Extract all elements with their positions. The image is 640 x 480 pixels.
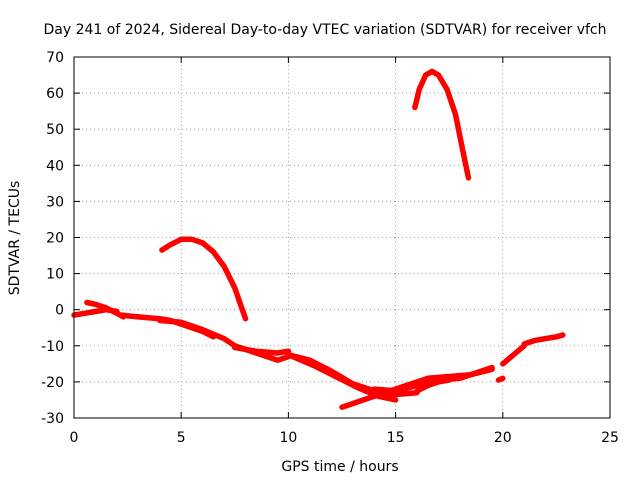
y-tick-label: -30 [41,411,64,427]
x-tick-label: 0 [70,430,79,446]
x-axis-label: GPS time / hours [281,459,398,475]
series-line-satellite-arc-12 [403,366,495,389]
series-line-satellite-arc-5 [232,344,292,356]
y-tick-label: 50 [46,122,64,138]
y-tick-label: 70 [46,50,64,66]
series-line-satellite-arc-9 [289,353,399,403]
series-line-satellite-arc-15 [500,343,527,367]
y-tick-label: 40 [46,158,64,174]
x-tick-label: 20 [494,430,512,446]
x-tick-label: 15 [387,430,405,446]
series-layer [71,68,566,410]
chart-title: Day 241 of 2024, Sidereal Day-to-day VTE… [43,22,606,38]
y-tick-label: 60 [46,86,64,102]
x-tick-label: 25 [601,430,619,446]
x-tick-label: 5 [177,430,186,446]
x-tick-label: 10 [279,430,297,446]
series-line-satellite-arc-16 [521,332,566,347]
y-tick-label: -10 [41,339,64,355]
tick-layer: 0 5 10 15 20 25 -30 -20 -10 0 10 20 30 40 50 60 70 [41,50,619,446]
y-tick-label: 0 [55,303,64,319]
y-tick-label: -20 [41,375,64,391]
series-line-satellite-arc-7 [412,68,472,181]
series-line-satellite-arc-13 [414,377,452,394]
series-line-satellite-arc-6 [159,236,249,322]
grid-layer [74,57,610,418]
y-tick-label: 10 [46,267,64,283]
y-axis-label: SDTVAR / TECUs [7,181,23,296]
y-tick-label: 30 [46,194,64,210]
series-line-satellite-arc-14 [495,375,506,383]
y-tick-label: 20 [46,231,64,247]
